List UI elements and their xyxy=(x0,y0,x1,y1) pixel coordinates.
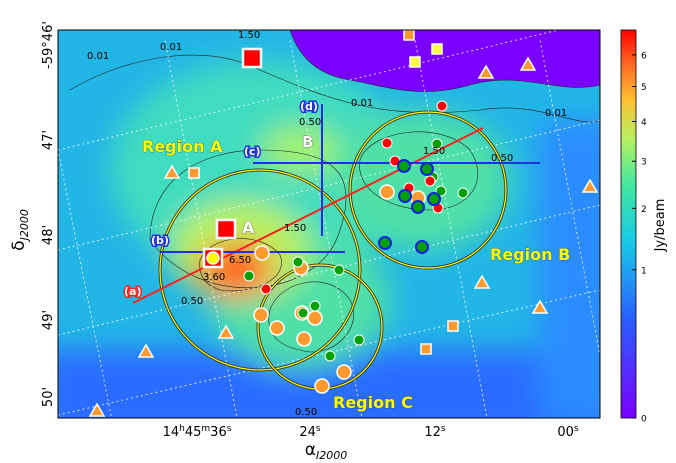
region-label: Region C xyxy=(333,393,413,412)
colorbar-label: Jy/beam xyxy=(653,199,668,253)
cut-label: (c) xyxy=(244,145,261,158)
tick-label: 00s xyxy=(557,424,579,440)
contour-label: 0.50 xyxy=(491,153,513,164)
contour-label: 1.50 xyxy=(238,30,260,41)
tick-label-part: -59°46' xyxy=(41,21,56,69)
colorbar-tick-label: 3 xyxy=(641,158,647,168)
contour-label: 0.50 xyxy=(181,296,203,307)
contour-label: 0.50 xyxy=(299,117,321,128)
sky-image: Region A Region B Region C A B (a) (b) (… xyxy=(40,20,620,459)
colorbar-tick-label: 6 xyxy=(641,51,647,61)
tick-label-part: 47' xyxy=(41,130,56,150)
tick-label: 50' xyxy=(41,387,56,407)
tick-label-part: 12 xyxy=(424,425,441,440)
tick-label: 14h45m36s xyxy=(163,424,232,440)
cut-label: (d) xyxy=(300,100,318,113)
tick-label-part: s xyxy=(227,424,232,434)
region-label: Region A xyxy=(142,137,223,156)
tick-label-part: s xyxy=(316,424,321,434)
contour-label: 0.01 xyxy=(351,98,373,109)
contour-label: 1.50 xyxy=(423,146,445,157)
colorbar-tick-label: 5 xyxy=(641,83,647,93)
tick-label-part: m xyxy=(201,424,210,434)
tick-label-part: s xyxy=(441,424,446,434)
tick-label-part: s xyxy=(574,424,579,434)
contour-label: 0.01 xyxy=(87,51,109,62)
colorbar xyxy=(621,30,636,418)
contour-label: 3.60 xyxy=(203,272,225,283)
contour-label: 0.50 xyxy=(295,407,317,418)
cut-label: (b) xyxy=(151,234,169,247)
y-axis-label: δJ2000 xyxy=(9,209,31,251)
source-label: A xyxy=(242,218,255,237)
colorbar-tick-label: 2 xyxy=(641,205,647,215)
contour-label: 0.01 xyxy=(545,108,567,119)
colorbar-tick-label: 1 xyxy=(641,266,647,276)
contour-label: 6.50 xyxy=(229,255,251,266)
cut-label: (a) xyxy=(124,285,141,298)
tick-label: 48' xyxy=(41,225,56,245)
tick-label: -59°46' xyxy=(41,21,56,69)
source-label: B xyxy=(302,133,313,151)
tick-label: 24s xyxy=(299,424,321,440)
contour-label: 0.01 xyxy=(160,42,182,53)
tick-label-part: 50' xyxy=(41,387,56,407)
tick-label-part: 45 xyxy=(185,425,202,440)
tick-label-part: 49' xyxy=(41,310,56,330)
contour-label: 1.50 xyxy=(284,223,306,234)
tick-label-part: 36 xyxy=(210,425,227,440)
tick-label: 49' xyxy=(41,310,56,330)
figure: Region A Region B Region C A B (a) (b) (… xyxy=(0,0,676,459)
tick-label-part: 14 xyxy=(163,425,180,440)
region-label: Region B xyxy=(490,245,570,264)
colorbar-tick-label: 0 xyxy=(641,415,647,425)
x-axis-label: αJ2000 xyxy=(305,440,347,459)
tick-label-part: 24 xyxy=(299,425,316,440)
colorbar-tick-label: 4 xyxy=(641,118,647,128)
tick-label-part: 48' xyxy=(41,225,56,245)
tick-label-part: 00 xyxy=(557,425,574,440)
tick-label: 12s xyxy=(424,424,446,440)
tick-label: 47' xyxy=(41,130,56,150)
